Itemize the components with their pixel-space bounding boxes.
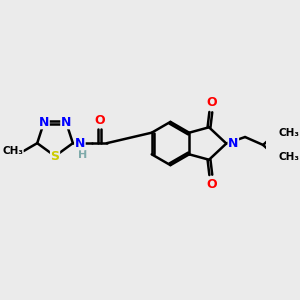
Text: CH₃: CH₃ xyxy=(279,128,300,138)
Text: CH₃: CH₃ xyxy=(2,146,23,156)
Text: N: N xyxy=(39,116,49,129)
Text: O: O xyxy=(206,178,217,191)
Text: CH₃: CH₃ xyxy=(279,152,300,162)
Text: O: O xyxy=(94,114,104,127)
Text: O: O xyxy=(206,96,217,109)
Text: N: N xyxy=(61,116,71,129)
Text: S: S xyxy=(50,150,59,163)
Text: N: N xyxy=(228,137,238,150)
Text: H: H xyxy=(78,150,87,160)
Text: N: N xyxy=(75,137,85,150)
